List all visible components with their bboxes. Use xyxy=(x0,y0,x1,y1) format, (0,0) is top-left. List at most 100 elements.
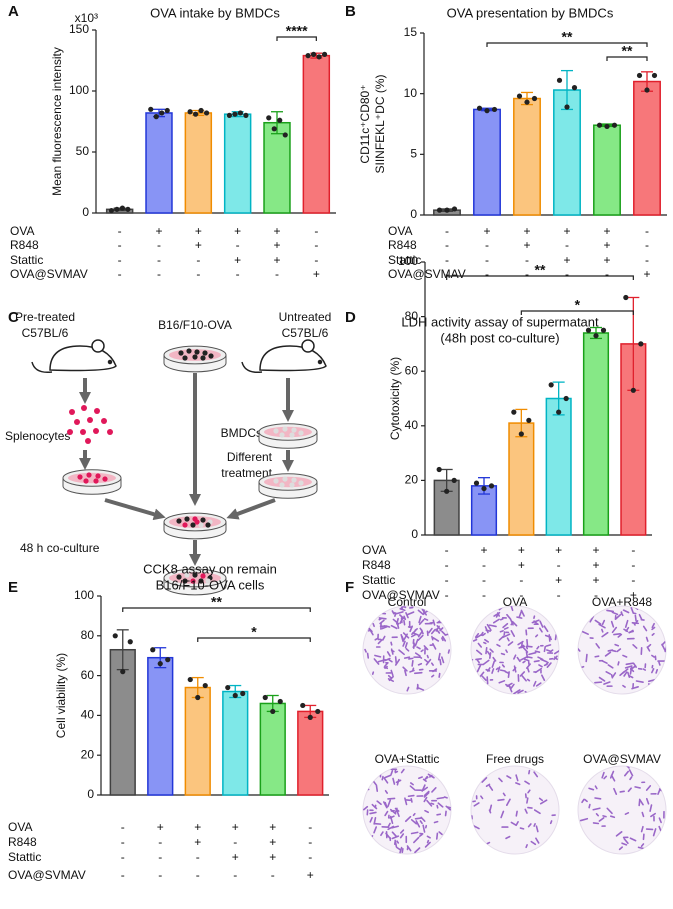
cell-stroke xyxy=(424,809,429,814)
cell-stroke xyxy=(394,770,399,774)
cell-stroke xyxy=(545,661,549,666)
cell-stroke xyxy=(423,618,429,621)
cell-stroke xyxy=(524,780,530,785)
cell-stroke xyxy=(533,809,541,815)
cell-stroke xyxy=(376,800,382,806)
bar xyxy=(145,112,173,214)
cell-stroke xyxy=(640,843,645,848)
cell xyxy=(279,482,285,488)
data-point xyxy=(481,485,487,492)
y-tick-label: 60 xyxy=(81,668,95,682)
y-tick-label: 15 xyxy=(404,25,418,39)
condition-sign: - xyxy=(445,543,449,557)
data-point xyxy=(159,110,165,116)
cell-stroke xyxy=(441,656,445,664)
condition-sign: + xyxy=(232,850,239,864)
cell xyxy=(194,349,200,355)
cell xyxy=(184,572,190,578)
cell-stroke xyxy=(402,632,410,639)
cell-stroke xyxy=(533,680,537,687)
y-tick-label: 60 xyxy=(405,363,419,377)
cell-stroke xyxy=(436,796,445,800)
cell-stroke xyxy=(605,671,612,675)
condition-sign: - xyxy=(557,588,561,602)
cell xyxy=(182,355,188,361)
cell-stroke xyxy=(441,635,447,642)
error-bar xyxy=(478,477,490,495)
bar xyxy=(473,108,501,216)
bar xyxy=(222,690,249,796)
cell-stroke xyxy=(399,846,403,854)
condition-sign: - xyxy=(482,558,486,572)
cell-stroke xyxy=(437,802,444,808)
condition-sign: - xyxy=(314,224,318,238)
cell-stroke xyxy=(519,671,526,677)
cell xyxy=(192,572,198,578)
data-point xyxy=(112,633,118,639)
cell-stroke xyxy=(387,822,391,828)
cell-stroke xyxy=(483,641,487,645)
cell-stroke xyxy=(513,689,521,694)
cell-stroke xyxy=(601,660,608,664)
cell-stroke xyxy=(506,775,512,779)
bar xyxy=(545,397,572,536)
cell-stroke xyxy=(414,817,422,820)
cell-stroke xyxy=(394,807,398,815)
cell-stroke xyxy=(414,638,419,647)
cell-stroke xyxy=(538,797,544,802)
cell xyxy=(184,516,190,522)
condition-name: OVA@SVMAV xyxy=(362,588,440,602)
condition-name: R848 xyxy=(8,835,37,849)
image-label: OVA@SVMAV xyxy=(583,752,661,766)
cell-stroke xyxy=(433,820,439,824)
data-point xyxy=(516,93,523,99)
cell-stroke xyxy=(538,627,543,633)
error-bar xyxy=(271,111,283,135)
condition-name: Stattic xyxy=(10,253,43,267)
cell xyxy=(291,477,297,483)
data-point xyxy=(316,54,322,60)
cell-stroke xyxy=(381,625,388,630)
cell-stroke xyxy=(363,805,369,811)
cell-stroke xyxy=(384,774,392,779)
condition-sign: + xyxy=(313,267,320,281)
condition-sign: - xyxy=(157,267,161,281)
cell-stroke xyxy=(407,611,415,616)
cell-stroke xyxy=(613,633,621,636)
y-tick-label: 80 xyxy=(81,628,95,642)
cell-stroke xyxy=(544,634,552,638)
cell-stroke xyxy=(535,825,539,833)
condition-sign: - xyxy=(482,588,486,602)
cell-stroke xyxy=(409,669,415,673)
cell-stroke xyxy=(515,774,519,782)
condition-name: OVA xyxy=(10,224,34,238)
cell-stroke xyxy=(491,660,496,668)
dish xyxy=(163,512,227,540)
cell-stroke xyxy=(627,671,631,678)
cell-stroke xyxy=(658,817,662,824)
data-point xyxy=(240,690,246,697)
cell-stroke xyxy=(396,810,400,818)
data-point xyxy=(491,106,498,113)
condition-sign: - xyxy=(233,835,237,849)
cell-stroke xyxy=(526,797,529,804)
image-label: Control xyxy=(388,595,427,609)
y-tick-label: 80 xyxy=(405,309,419,323)
cell-stroke xyxy=(385,832,391,840)
cell-stroke xyxy=(651,622,655,629)
cell-stroke xyxy=(524,808,528,814)
cell-stroke xyxy=(391,825,400,829)
cell-stroke xyxy=(616,648,622,653)
cell-stroke xyxy=(499,618,504,621)
cell-stroke xyxy=(489,804,493,812)
data-point xyxy=(226,112,233,118)
condition-name: OVA@SVMAV xyxy=(8,868,86,882)
cell xyxy=(282,476,288,482)
data-point xyxy=(484,108,490,114)
cell-stroke xyxy=(418,615,422,624)
cell-stroke xyxy=(444,633,450,636)
cell-stroke xyxy=(405,647,410,652)
cell-stroke xyxy=(655,668,659,674)
cell-stroke xyxy=(527,823,532,828)
cell xyxy=(182,522,188,528)
